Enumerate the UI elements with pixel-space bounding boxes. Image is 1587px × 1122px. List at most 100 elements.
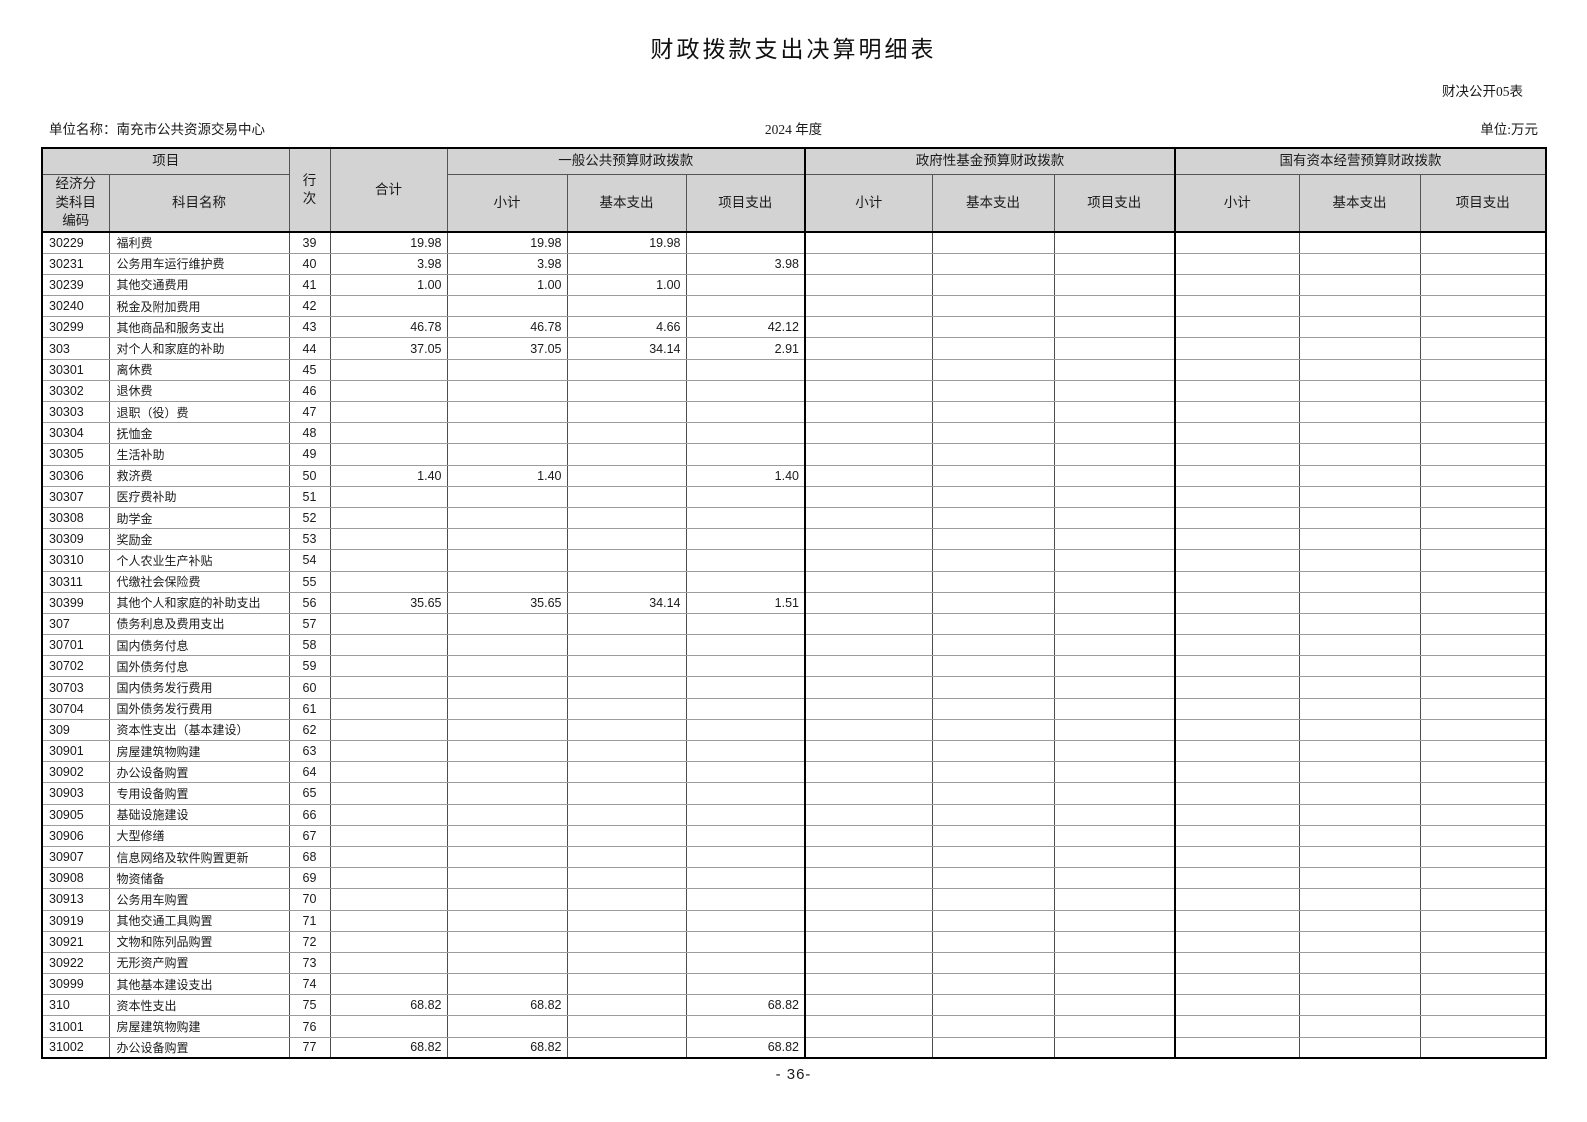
cell-general-subtotal — [446, 718, 568, 742]
cell-fund-subtotal — [804, 295, 933, 318]
cell-capital-subtotal — [1174, 888, 1300, 911]
cell-fund-subtotal — [804, 252, 933, 275]
table-row: 30307 医疗费补助 51 — [41, 485, 1547, 508]
cell-line-no: 39 — [288, 231, 331, 254]
cell-fund-basic — [931, 973, 1055, 996]
cell-capital-subtotal — [1174, 845, 1300, 869]
cell-capital-basic — [1298, 867, 1421, 890]
cell-capital-project — [1419, 506, 1547, 530]
cell-capital-subtotal — [1174, 400, 1300, 424]
cell-line-no: 57 — [288, 612, 331, 636]
cell-capital-basic — [1298, 697, 1421, 720]
cell-general-subtotal — [446, 422, 568, 445]
table-header: 项目 行 次 合计 一般公共预算财政拨款 政府性基金预算财政拨款 国有资本经营预… — [41, 147, 1547, 233]
cell-subject-name: 其他个人和家庭的补助支出 — [108, 591, 290, 614]
cell-fund-project — [1053, 506, 1176, 530]
table-row: 30905 基础设施建设 66 — [41, 803, 1547, 826]
cell-economic-code: 30921 — [41, 930, 110, 953]
cell-line-no: 69 — [288, 867, 331, 890]
cell-economic-code: 30301 — [41, 358, 110, 381]
cell-fund-basic — [931, 422, 1055, 445]
cell-total: 68.82 — [329, 1036, 448, 1059]
cell-total: 46.78 — [329, 316, 448, 339]
cell-capital-project — [1419, 273, 1547, 297]
cell-fund-subtotal — [804, 994, 933, 1017]
cell-capital-basic — [1298, 739, 1421, 763]
cell-fund-basic — [931, 909, 1055, 932]
cell-general-project — [685, 549, 806, 572]
cell-subject-name: 其他交通费用 — [108, 273, 290, 297]
cell-fund-subtotal — [804, 930, 933, 953]
cell-capital-project — [1419, 422, 1547, 445]
cell-general-project: 2.91 — [685, 337, 806, 360]
cell-fund-subtotal — [804, 400, 933, 424]
table-row: 30913 公务用车购置 70 — [41, 888, 1547, 911]
cell-line-no: 53 — [288, 528, 331, 551]
cell-capital-basic — [1298, 231, 1421, 254]
cell-subject-name: 信息网络及软件购置更新 — [108, 845, 290, 869]
cell-general-subtotal — [446, 506, 568, 530]
cell-line-no: 66 — [288, 803, 331, 826]
cell-capital-subtotal — [1174, 803, 1300, 826]
cell-economic-code: 30905 — [41, 803, 110, 826]
cell-line-no: 50 — [288, 464, 331, 487]
cell-fund-basic — [931, 231, 1055, 254]
cell-capital-subtotal — [1174, 676, 1300, 699]
cell-capital-project — [1419, 295, 1547, 318]
cell-subject-name: 房屋建筑物购建 — [108, 1015, 290, 1038]
cell-general-subtotal — [446, 570, 568, 593]
table-row: 30902 办公设备购置 64 — [41, 761, 1547, 784]
cell-fund-basic — [931, 549, 1055, 572]
cell-fund-basic — [931, 655, 1055, 678]
cell-general-subtotal: 3.98 — [446, 252, 568, 275]
cell-general-subtotal — [446, 867, 568, 890]
cell-capital-subtotal — [1174, 909, 1300, 932]
cell-economic-code: 30908 — [41, 867, 110, 890]
cell-capital-basic — [1298, 358, 1421, 381]
cell-line-no: 41 — [288, 273, 331, 297]
cell-capital-subtotal — [1174, 506, 1300, 530]
cell-capital-basic — [1298, 803, 1421, 826]
cell-capital-subtotal — [1174, 273, 1300, 297]
cell-capital-basic — [1298, 824, 1421, 847]
cell-general-subtotal — [446, 443, 568, 466]
header-fund-subtotal: 小计 — [804, 173, 933, 233]
cell-capital-subtotal — [1174, 718, 1300, 742]
header-fund-basic: 基本支出 — [931, 173, 1055, 233]
cell-capital-project — [1419, 379, 1547, 403]
cell-fund-project — [1053, 761, 1176, 784]
cell-fund-project — [1053, 782, 1176, 805]
cell-fund-basic — [931, 358, 1055, 381]
cell-fund-project — [1053, 739, 1176, 763]
cell-economic-code: 30308 — [41, 506, 110, 530]
cell-capital-project — [1419, 528, 1547, 551]
cell-fund-basic — [931, 316, 1055, 339]
cell-total — [329, 295, 448, 318]
cell-general-project — [685, 676, 806, 699]
header-capital-subtotal: 小计 — [1174, 173, 1300, 233]
cell-fund-subtotal — [804, 803, 933, 826]
cell-subject-name: 公务用车运行维护费 — [108, 252, 290, 275]
cell-capital-basic — [1298, 951, 1421, 975]
cell-general-basic: 34.14 — [566, 591, 687, 614]
cell-general-project — [685, 570, 806, 593]
cell-capital-project — [1419, 888, 1547, 911]
cell-subject-name: 办公设备购置 — [108, 761, 290, 784]
cell-total — [329, 973, 448, 996]
cell-general-basic — [566, 464, 687, 487]
cell-total — [329, 528, 448, 551]
unit-of-measure-label: 单位:万元 — [1480, 122, 1538, 137]
cell-general-basic: 4.66 — [566, 316, 687, 339]
cell-fund-basic — [931, 612, 1055, 636]
cell-subject-name: 离休费 — [108, 358, 290, 381]
cell-economic-code: 31001 — [41, 1015, 110, 1038]
cell-fund-project — [1053, 443, 1176, 466]
table-row: 30231 公务用车运行维护费 40 3.98 3.98 3.98 — [41, 252, 1547, 275]
cell-general-subtotal — [446, 739, 568, 763]
cell-capital-basic — [1298, 930, 1421, 953]
cell-subject-name: 救济费 — [108, 464, 290, 487]
cell-capital-subtotal — [1174, 612, 1300, 636]
cell-general-project — [685, 379, 806, 403]
cell-capital-project — [1419, 782, 1547, 805]
cell-capital-project — [1419, 761, 1547, 784]
